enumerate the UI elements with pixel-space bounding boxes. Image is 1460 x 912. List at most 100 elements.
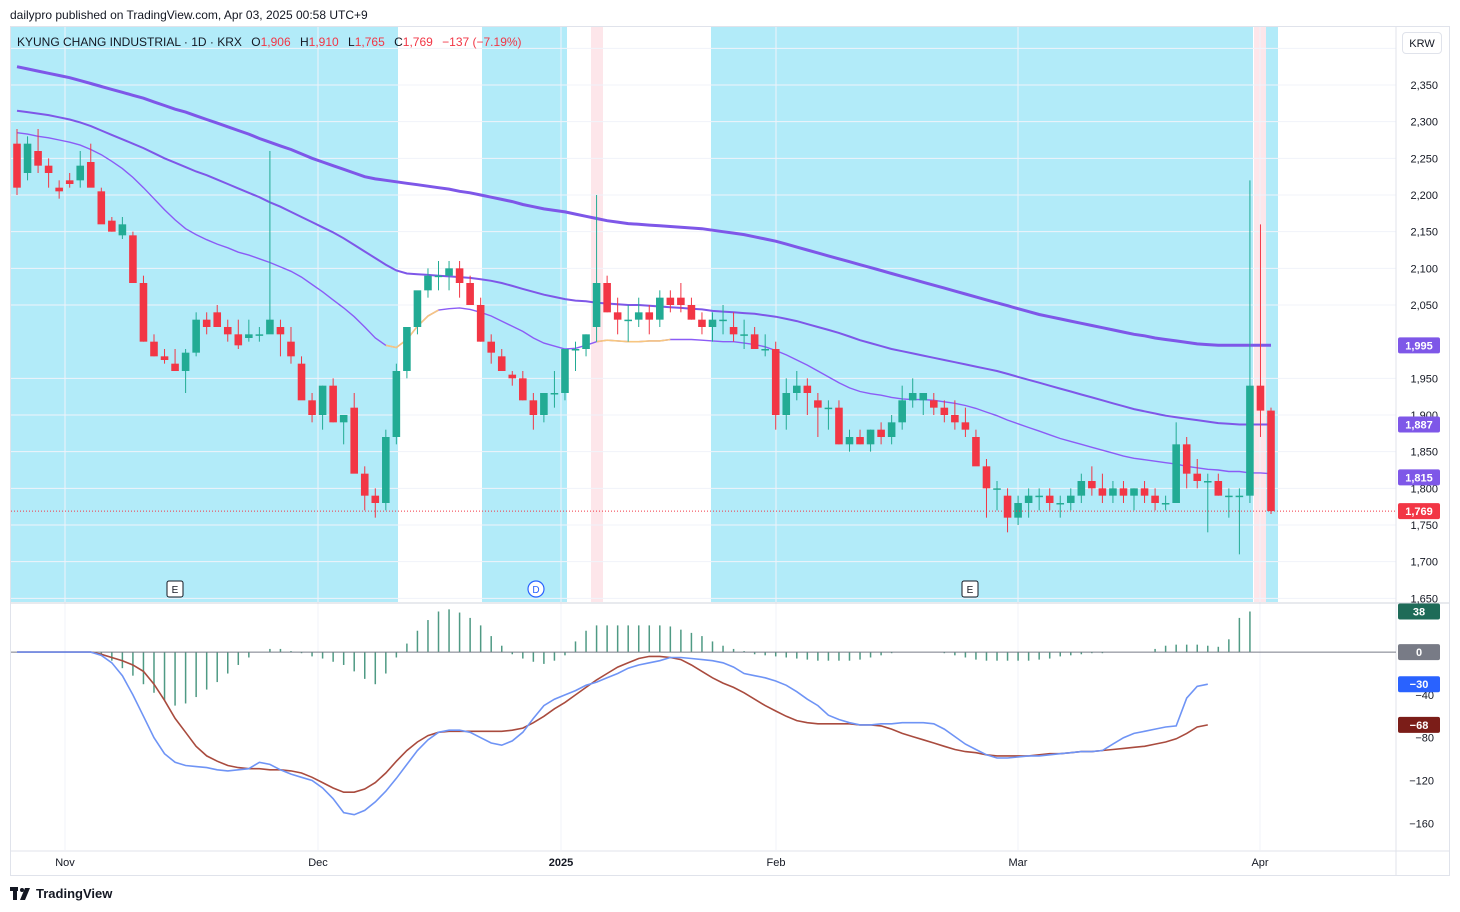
candle-body: [824, 407, 833, 410]
price-badge-bg: [1398, 469, 1440, 486]
candle: [793, 371, 801, 401]
candle: [118, 217, 127, 239]
candle: [34, 129, 42, 173]
candle: [223, 319, 232, 342]
symbol-name[interactable]: KYUNG CHANG INDUSTRIAL · 1D · KRX: [17, 35, 242, 49]
candle-body: [234, 334, 243, 346]
candle-body: [845, 437, 854, 445]
earnings-marker-box: [961, 580, 979, 598]
candle-body: [1267, 410, 1275, 512]
candle-body: [761, 349, 769, 351]
candle: [65, 173, 74, 188]
publisher-line: dailypro published on TradingView.com, A…: [10, 8, 368, 22]
macd-tick-label: −120: [1409, 775, 1434, 787]
candle-body: [1119, 488, 1128, 496]
low-label: L: [348, 35, 355, 49]
macd-tick-label: −80: [1415, 733, 1434, 745]
candle: [55, 180, 63, 199]
price-tick-label: 1,950: [1410, 373, 1438, 385]
candle-body: [645, 312, 654, 320]
candle-body: [308, 400, 316, 415]
candle-body: [139, 283, 148, 342]
highlight-bands: [11, 27, 1278, 602]
candle: [139, 275, 148, 342]
candle: [202, 312, 211, 335]
highlight-band: [11, 27, 398, 602]
candle: [392, 363, 401, 445]
candle-body: [1098, 488, 1107, 496]
candle: [23, 136, 32, 181]
candle-body: [634, 312, 643, 320]
candle-body: [266, 319, 274, 335]
event-marker: D: [527, 580, 545, 598]
candle-body: [940, 407, 949, 415]
candle-body: [782, 393, 791, 415]
candle: [76, 151, 85, 188]
candle-body: [382, 437, 390, 503]
candle: [234, 319, 243, 349]
candle-body: [287, 341, 295, 357]
candle-body: [360, 473, 369, 496]
candle-body: [171, 363, 179, 371]
candle-body: [44, 165, 53, 173]
macd-badge-bg: [1398, 603, 1440, 620]
candle-body: [65, 180, 74, 184]
price-badge: 1,815: [1398, 469, 1440, 486]
footer-brand[interactable]: TradingView: [10, 886, 112, 901]
candle-body: [413, 290, 422, 327]
macd-badge-label: −30: [1410, 679, 1429, 691]
candle-body: [434, 275, 443, 278]
candle-body: [118, 224, 127, 236]
macd-badge-bg: [1398, 676, 1440, 693]
price-badge-label: 1,887: [1405, 420, 1433, 432]
price-tick-label: 2,350: [1410, 80, 1438, 92]
candlesticks: [11, 129, 1396, 555]
candle: [634, 297, 643, 327]
candle-body: [508, 374, 517, 379]
candle: [424, 268, 432, 298]
candle: [750, 327, 759, 349]
macd-tick-label: −160: [1409, 818, 1434, 830]
chart-frame: [10, 26, 1450, 876]
highlight-band: [482, 27, 567, 602]
candle: [1203, 473, 1212, 533]
candle: [698, 312, 706, 335]
time-tick-label: Feb: [767, 857, 786, 869]
candle-body: [582, 334, 590, 349]
currency-button[interactable]: KRW: [1402, 32, 1442, 54]
candle: [550, 371, 559, 408]
candle-body: [1088, 481, 1096, 489]
candle-body: [603, 283, 611, 313]
highlight-band: [1266, 27, 1278, 602]
candle: [814, 393, 822, 437]
candle: [371, 488, 380, 518]
candle: [13, 129, 21, 195]
candle: [403, 327, 411, 379]
candle-body: [1003, 495, 1012, 518]
candle: [656, 290, 664, 327]
candle: [1267, 407, 1275, 514]
candle-body: [972, 437, 980, 467]
candle: [1193, 459, 1202, 489]
candle: [866, 429, 875, 452]
candle-body: [487, 341, 495, 353]
candle: [824, 400, 833, 430]
candle: [582, 334, 590, 357]
candle: [1088, 466, 1096, 496]
candle-body: [571, 349, 580, 351]
candle-body: [961, 422, 970, 430]
candle: [982, 459, 991, 518]
price-tick-label: 2,300: [1410, 117, 1438, 129]
candle: [287, 327, 295, 364]
candle: [592, 195, 601, 342]
candle-body: [856, 437, 864, 445]
candle-body: [929, 400, 938, 408]
candle-body: [540, 393, 548, 415]
candle: [908, 378, 917, 408]
candle: [719, 305, 727, 335]
candle: [603, 275, 611, 313]
candle-body: [1256, 385, 1265, 411]
candle-body: [866, 429, 875, 445]
